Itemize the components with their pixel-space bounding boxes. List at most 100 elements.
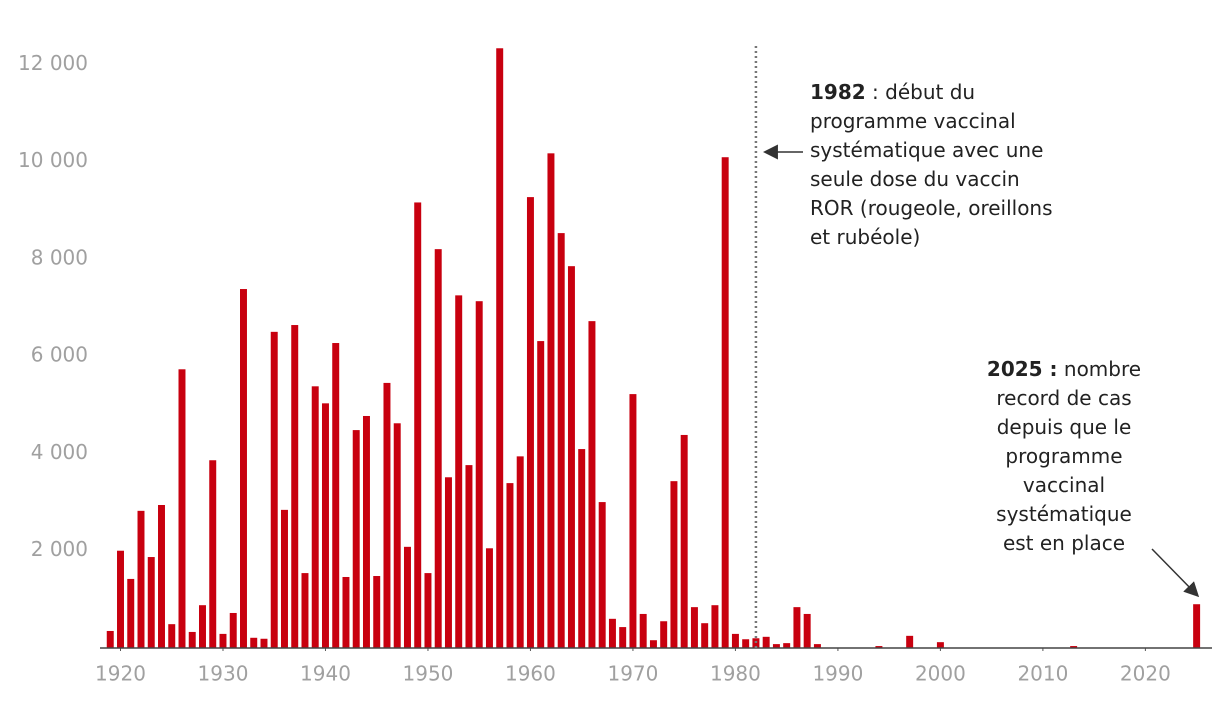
bar: [168, 624, 176, 648]
x-tick-label: 1950: [403, 662, 454, 686]
bar: [280, 509, 288, 648]
x-tick-label: 2010: [1017, 662, 1068, 686]
bar: [117, 550, 124, 648]
annotation-text: est en place: [1003, 531, 1125, 555]
bar: [260, 638, 268, 648]
bar: [701, 623, 709, 648]
annotation-line: programme: [1005, 444, 1122, 468]
bar: [557, 233, 565, 648]
annotation-line: seule dose du vaccin: [810, 167, 1020, 191]
x-tick-label: 1980: [710, 662, 761, 686]
bar: [711, 605, 719, 648]
annotation-text: programme: [1005, 444, 1122, 468]
x-tick-label: 1960: [505, 662, 556, 686]
bar: [434, 249, 442, 649]
y-tick-label: 12 000: [18, 51, 88, 75]
annotation-line: nombre: [1058, 357, 1142, 381]
x-tick-label: 1970: [607, 662, 658, 686]
bar: [690, 607, 698, 648]
bar: [588, 321, 596, 648]
annotation-line: ROR (rougeole, oreillons: [810, 196, 1053, 220]
annotation-text: ROR (rougeole, oreillons: [810, 196, 1053, 220]
bar: [875, 646, 883, 648]
x-tick-label: 1930: [198, 662, 249, 686]
annotation-line: depuis que le: [997, 415, 1132, 439]
bar: [731, 633, 739, 648]
x-tick-label: 1940: [300, 662, 351, 686]
bar: [906, 635, 914, 648]
bar: [598, 502, 606, 648]
annotation-line: record de cas: [996, 386, 1131, 410]
bar: [813, 644, 821, 648]
x-tick-label: 2020: [1120, 662, 1171, 686]
bar: [752, 638, 760, 648]
bar: [721, 157, 729, 648]
bar: [178, 369, 186, 648]
bar: [742, 639, 750, 648]
annotation-bold: 2025 :: [987, 357, 1058, 381]
bar: [516, 456, 524, 648]
y-tick-label: 6 000: [31, 343, 88, 367]
annotation-text: depuis que le: [997, 415, 1132, 439]
bar: [1193, 604, 1201, 648]
bar: [229, 612, 237, 648]
annotation-text: systématique: [996, 502, 1132, 526]
x-tick-label: 1990: [812, 662, 863, 686]
bar: [567, 266, 575, 648]
bar: [332, 343, 340, 648]
x-tick-label: 2000: [915, 662, 966, 686]
annotation-text: systématique avec une: [810, 138, 1043, 162]
bar: [147, 557, 155, 648]
bar: [578, 449, 586, 648]
annotation-line: est en place: [1003, 531, 1125, 555]
bar: [239, 289, 247, 648]
bar: [393, 423, 401, 648]
bar: [444, 477, 452, 648]
annotation-text: 1982 : début du: [810, 80, 975, 104]
bar: [936, 642, 944, 648]
bar: [403, 546, 411, 648]
bar: [660, 621, 668, 648]
x-tick-label: 1920: [95, 662, 146, 686]
bar: [188, 631, 196, 648]
bar: [455, 295, 463, 648]
bar: [680, 434, 688, 648]
bar: [362, 415, 370, 648]
bar: [629, 394, 637, 648]
annotation-line: programme vaccinal: [810, 109, 1016, 133]
bar: [383, 382, 391, 648]
bar: [127, 578, 135, 648]
bar: [670, 481, 678, 648]
y-tick-label: 4 000: [31, 440, 88, 464]
bar: [803, 613, 811, 648]
bar: [414, 202, 422, 649]
annotation-text: seule dose du vaccin: [810, 167, 1020, 191]
bar: [352, 430, 360, 648]
annotation-text: record de cas: [996, 386, 1131, 410]
annotation-text: vaccinal: [1023, 473, 1105, 497]
bar: [639, 613, 647, 648]
bar: [526, 197, 534, 649]
bar: [219, 633, 227, 648]
annotation-line: vaccinal: [1023, 473, 1105, 497]
y-tick-label: 10 000: [18, 148, 88, 172]
arrow: [1151, 548, 1200, 598]
bar: [608, 618, 616, 648]
bar: [137, 510, 145, 648]
bar: [506, 483, 514, 648]
bar: [158, 504, 165, 648]
bar: [496, 48, 504, 648]
y-tick-label: 2 000: [31, 537, 88, 561]
bar: [209, 460, 217, 648]
bar: [301, 573, 309, 648]
bar: [250, 637, 258, 648]
bar: [311, 386, 319, 648]
bar: [270, 331, 278, 648]
bar: [465, 465, 473, 648]
bar: [321, 403, 329, 648]
bar: [772, 644, 780, 648]
bar: [783, 643, 791, 648]
annotation-bold: 1982: [810, 80, 866, 104]
bar: [342, 576, 350, 648]
